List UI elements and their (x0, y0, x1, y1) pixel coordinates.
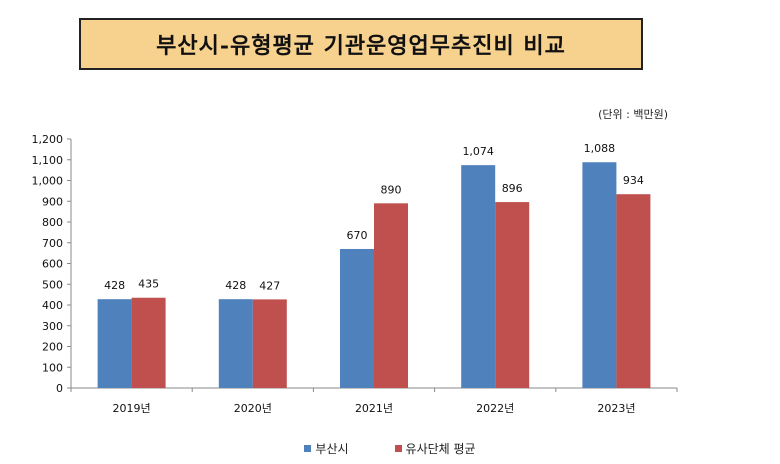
bar-busan (340, 248, 374, 388)
bar-busan (582, 162, 617, 388)
y-tick-label: 600 (42, 258, 63, 271)
legend-swatch-busan (304, 445, 312, 452)
y-tick-label: 300 (42, 320, 63, 333)
bar-average (374, 203, 408, 388)
data-label: 435 (138, 278, 159, 291)
bar-average (495, 202, 530, 388)
y-tick-label: 400 (42, 299, 63, 312)
x-tick-label: 2019년 (113, 402, 151, 415)
bar-busan (97, 299, 132, 388)
x-tick-label: 2021년 (355, 402, 393, 415)
data-label: 896 (502, 182, 523, 195)
y-tick-label: 100 (42, 361, 63, 374)
data-label: 428 (225, 279, 246, 292)
y-tick-label: 1,100 (32, 154, 64, 167)
y-tick-label: 900 (42, 195, 63, 208)
data-label: 934 (623, 174, 644, 187)
data-label: 1,088 (584, 142, 616, 155)
legend-label-busan: 부산시 (315, 442, 349, 456)
bar-average (616, 194, 651, 388)
x-tick-label: 2020년 (234, 402, 272, 415)
legend-item-busan: 부산시 (304, 440, 349, 457)
y-tick-label: 1,000 (32, 175, 64, 188)
legend-item-average: 유사단체 평균 (394, 440, 476, 457)
y-tick-label: 0 (56, 382, 63, 395)
data-label: 427 (259, 279, 280, 292)
bar-busan (218, 299, 253, 388)
y-tick-label: 800 (42, 216, 63, 229)
y-tick-label: 500 (42, 278, 63, 291)
x-tick-label: 2022년 (476, 402, 514, 415)
legend-label-average: 유사단체 평균 (405, 442, 476, 456)
bar-average (131, 297, 166, 388)
y-tick-label: 1,200 (32, 133, 64, 146)
bar-busan (461, 165, 496, 388)
chart-title: 부산시-유형평균 기관운영업무추진비 비교 (79, 18, 643, 70)
bar-average (252, 299, 287, 388)
data-label: 670 (347, 229, 368, 242)
data-label: 428 (104, 279, 125, 292)
data-label: 1,074 (462, 145, 494, 158)
unit-label: (단위 : 백만원) (598, 108, 668, 121)
legend-swatch-average (394, 445, 402, 452)
y-tick-label: 700 (42, 237, 63, 250)
legend: 부산시 유사단체 평균 (0, 440, 780, 457)
y-tick-label: 200 (42, 341, 63, 354)
data-label: 890 (381, 183, 402, 196)
x-tick-label: 2023년 (597, 402, 635, 415)
